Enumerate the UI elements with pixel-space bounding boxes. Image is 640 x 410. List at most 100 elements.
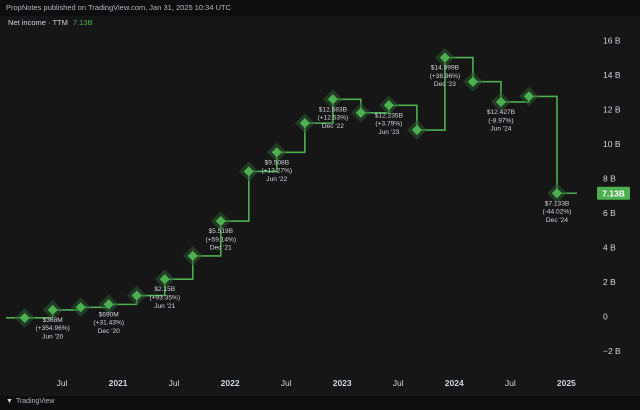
publisher-line: PropNotes published on TradingView.com, … (6, 3, 231, 12)
data-label-date: Dec '20 (98, 328, 120, 335)
y-tick-label: −2 B (603, 346, 621, 356)
data-point-marker (411, 124, 422, 136)
data-label-value: $9.508B (265, 159, 290, 166)
data-label-date: Dec '22 (322, 123, 344, 130)
x-tick-label: Jul (505, 378, 516, 388)
publisher-header: PropNotes published on TradingView.com, … (0, 0, 640, 16)
data-label-value: $14.999B (431, 65, 460, 72)
x-tick-label: Jul (281, 378, 292, 388)
data-label-change: (+38.96%) (430, 73, 461, 80)
data-point[interactable] (266, 142, 287, 163)
last-value-badge: 7.13B (597, 186, 630, 200)
last-value-badge-text: 7.13B (602, 188, 625, 198)
x-tick-label: Jul (393, 378, 404, 388)
x-tick-label: 2024 (445, 378, 464, 388)
data-label-value: $7.133B (545, 200, 570, 207)
data-label-change: (+31.43%) (93, 320, 124, 327)
data-point[interactable] (70, 297, 91, 318)
data-label-value: $12.583B (319, 106, 348, 113)
x-tick-label: Jul (57, 378, 68, 388)
data-point[interactable] (463, 71, 483, 92)
data-point[interactable] (42, 300, 63, 320)
data-point-marker (159, 274, 170, 285)
data-label-change: (+354.96%) (36, 325, 70, 332)
data-point[interactable] (126, 285, 147, 306)
data-label-change: (-8.97%) (488, 117, 513, 124)
data-label-value: $12.427B (487, 109, 516, 116)
data-label: $12.235B (+3.79%)Jun '23 (375, 112, 404, 136)
data-point[interactable] (98, 294, 119, 315)
data-point[interactable] (182, 246, 203, 266)
data-point[interactable] (210, 211, 231, 231)
data-point[interactable] (519, 86, 539, 107)
data-label-change: (+13.27%) (262, 168, 293, 175)
data-label: $2.15B(+93.35%) Jun '21 (149, 286, 180, 310)
x-tick-label: 2025 (557, 378, 576, 388)
data-label: $14.999B(+38.96%)Dec '23 (430, 65, 461, 89)
data-point[interactable] (491, 92, 511, 112)
footer: ▼ TradingView (0, 396, 640, 410)
y-tick-label: 8 B (603, 173, 616, 183)
y-tick-label: 16 B (603, 35, 621, 45)
data-label: $368M(+354.96%) Jun '20 (36, 317, 70, 341)
data-label: $7.133B (-44.02%)Dec '24 (543, 200, 572, 224)
data-label-change: (+59.14%) (205, 236, 236, 243)
y-tick-label: 6 B (603, 208, 616, 218)
data-point-marker (187, 250, 198, 261)
data-label-change: (+3.79%) (375, 121, 402, 128)
data-label-date: Dec '23 (434, 81, 456, 88)
x-tick-label: 2022 (221, 378, 240, 388)
y-tick-label: 14 B (603, 70, 621, 80)
data-label-date: Jun '23 (378, 129, 399, 136)
data-label-value: $368M (43, 317, 63, 324)
data-label-value: $12.235B (375, 112, 404, 119)
series-legend[interactable]: Net income · TTM 7.13B (8, 18, 93, 27)
y-tick-label: 2 B (603, 277, 616, 287)
y-tick-label: 12 B (603, 104, 621, 114)
data-label-change: (+12.53%) (318, 115, 349, 122)
annotations: $368M(+354.96%)Jun '20$690M(+31.43%)Dec … (36, 65, 572, 341)
data-point[interactable] (154, 269, 175, 290)
data-point-marker (495, 96, 507, 108)
data-point[interactable] (407, 120, 427, 140)
data-point-marker (271, 147, 282, 158)
data-label: $12.583B (+12.53%)Dec '22 (318, 106, 349, 130)
data-label-date: Jun '21 (154, 303, 175, 310)
series-line[interactable] (6, 56, 577, 319)
y-tick-label: 10 B (603, 139, 621, 149)
data-point[interactable] (435, 47, 455, 68)
series-name: Net income · TTM (8, 18, 68, 27)
data-point[interactable] (350, 102, 371, 123)
data-point-marker (551, 188, 563, 199)
data-point[interactable] (238, 161, 259, 182)
x-tick-label: Jul (169, 378, 180, 388)
last-value-badge-box (597, 186, 630, 200)
series-current-value: 7.13B (72, 18, 93, 27)
data-label-value: $2.15B (154, 286, 176, 293)
data-label-date: Jun '20 (42, 334, 63, 341)
data-label: $5.519B(+59.14%) Dec '21 (205, 228, 236, 252)
x-tick-label: 2021 (109, 378, 128, 388)
data-point[interactable] (294, 113, 315, 134)
data-label: $12.427B(-8.97%) Jun '24 (487, 109, 516, 133)
data-point-marker (383, 100, 394, 111)
logo-text: TradingView (15, 398, 55, 405)
y-tick-label: 4 B (603, 242, 616, 252)
data-point[interactable] (14, 307, 35, 328)
data-label-value: $690M (99, 311, 119, 318)
data-label-change: (-44.02%) (543, 209, 572, 216)
data-label-change: (+93.35%) (149, 294, 180, 301)
x-tick-label: 2023 (333, 378, 352, 388)
price-axis[interactable]: −2 B 0 2 B 4 B 6 B 8 B 10 B 12 B 14 B 16 B (603, 35, 621, 355)
plot-area[interactable] (6, 47, 577, 328)
data-point[interactable] (322, 89, 343, 110)
tradingview-logo[interactable]: ▼ TradingView (6, 398, 54, 405)
y-tick-label: 0 (603, 311, 608, 321)
data-label-date: Jun '22 (266, 176, 287, 183)
data-point[interactable] (378, 95, 399, 116)
time-axis[interactable]: Jul 2021 Jul 2022 Jul 2023 Jul 2024 Jul 2025 (57, 378, 576, 388)
data-label-value: $5.519B (209, 228, 234, 235)
tv-logo-icon: ▼ (6, 398, 13, 405)
